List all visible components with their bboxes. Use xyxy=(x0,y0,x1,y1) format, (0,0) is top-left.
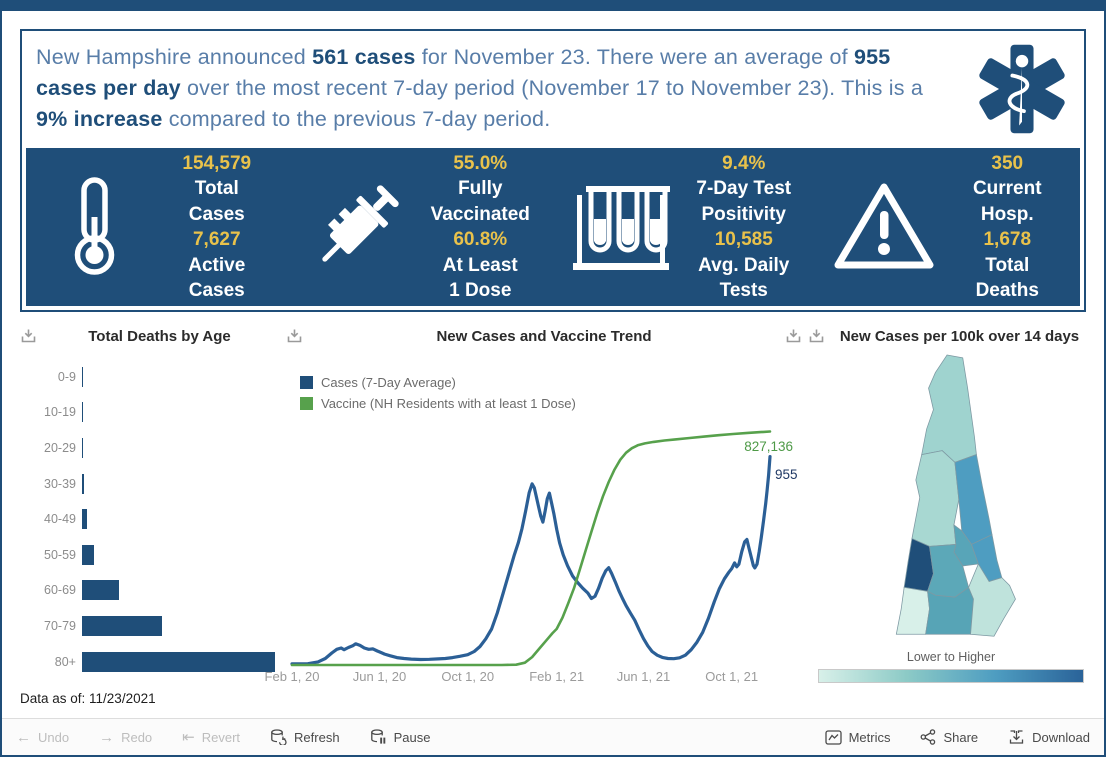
pause-button[interactable]: Pause xyxy=(370,729,430,745)
bottom-toolbar: ← Undo → Redo ⇤ Revert Refresh xyxy=(2,718,1104,755)
county-rockingham[interactable] xyxy=(967,563,1016,637)
bar-row[interactable]: 50-59 xyxy=(20,537,282,573)
stat-value: 9.4% xyxy=(722,152,766,174)
stat-label: Current xyxy=(972,178,1042,199)
bar-row[interactable]: 80+ xyxy=(20,644,282,680)
bar-row[interactable]: 0-9 xyxy=(20,359,282,395)
county-cheshire[interactable] xyxy=(895,586,930,635)
stat-label: Deaths xyxy=(975,280,1039,301)
stat-value: 7,627 xyxy=(192,229,241,250)
stat-label: Cases xyxy=(188,280,245,301)
stat-test-positivity: 9.4% 7-Day Test Positivity 10,585 Avg. D… xyxy=(553,148,817,306)
deaths-bar-chart[interactable]: 0-9 10-19 20-29 30-39 40-49 50-59 60-69 70-79 80… xyxy=(20,359,282,679)
map-legend-label: Lower to Higher xyxy=(906,650,996,664)
stat-total-cases: 154,579 Total Cases 7,627 Active Cases xyxy=(26,148,290,306)
stat-label: Total xyxy=(194,178,239,199)
stat-value: 60.8% xyxy=(453,229,508,250)
stat-value: 154,579 xyxy=(182,152,252,174)
headline-box: New Hampshire announced 561 cases for No… xyxy=(20,29,1086,312)
undo-button[interactable]: ← Undo xyxy=(16,728,70,746)
stat-label: 7-Day Test xyxy=(696,178,792,199)
stat-label: Vaccinated xyxy=(430,203,530,225)
headline-text: New Hampshire announced 561 cases for No… xyxy=(36,45,923,131)
bar-row[interactable]: 30-39 xyxy=(20,466,282,502)
stat-value: 1,678 xyxy=(983,229,1032,250)
download-export-icon[interactable] xyxy=(808,328,825,345)
svg-text:Oct 1, 20: Oct 1, 20 xyxy=(441,669,494,684)
test-tubes-icon xyxy=(562,177,680,277)
map-panel: New Cases per 100k over 14 days Lower to… xyxy=(808,317,1094,706)
warning-triangle-icon xyxy=(825,179,943,275)
county-sullivan[interactable] xyxy=(903,538,934,592)
legend-cases[interactable]: Cases (7-Day Average) xyxy=(300,375,802,390)
stat-hospitalizations: 350 Current Hosp. 1,678 Total Deaths xyxy=(817,148,1081,306)
svg-text:827,136: 827,136 xyxy=(744,439,793,454)
svg-text:Oct 1, 21: Oct 1, 21 xyxy=(705,669,758,684)
county-coos[interactable] xyxy=(920,354,977,463)
download-icon xyxy=(1008,729,1025,745)
revert-button[interactable]: ⇤ Revert xyxy=(182,728,241,746)
stat-value: 55.0% xyxy=(453,152,508,174)
svg-text:955: 955 xyxy=(775,467,798,482)
redo-icon: → xyxy=(99,728,115,746)
download-export-icon[interactable] xyxy=(20,328,37,345)
download-export-icon[interactable] xyxy=(785,328,802,345)
nh-county-map[interactable] xyxy=(859,353,1044,646)
legend-vaccine[interactable]: Vaccine (NH Residents with at least 1 Do… xyxy=(300,396,802,411)
bar-row[interactable]: 10-19 xyxy=(20,395,282,431)
stat-label: Total xyxy=(985,254,1030,276)
trend-panel: New Cases and Vaccine Trend Cases (7-Day… xyxy=(265,317,802,706)
county-grafton[interactable] xyxy=(911,450,959,547)
top-navy-bar xyxy=(2,2,1104,11)
stat-value: 10,585 xyxy=(714,229,773,250)
stat-label: Cases xyxy=(188,203,245,225)
stat-label: At Least xyxy=(442,254,518,276)
syringe-icon xyxy=(298,175,416,279)
star-of-life-icon xyxy=(979,44,1065,134)
revert-icon: ⇤ xyxy=(182,728,195,746)
stat-label: 1 Dose xyxy=(449,280,512,301)
svg-text:Feb 1, 20: Feb 1, 20 xyxy=(265,669,320,684)
stat-label: Avg. Daily xyxy=(698,254,790,276)
bar-row[interactable]: 20-29 xyxy=(20,430,282,466)
share-icon xyxy=(920,729,936,745)
data-as-of-label: Data as of: 11/23/2021 xyxy=(20,691,156,707)
trend-line-chart[interactable]: Feb 1, 20 Jun 1, 20 Oct 1, 20 Feb 1, 21 Jun … xyxy=(265,417,798,689)
share-button[interactable]: Share xyxy=(920,729,978,745)
map-panel-title: New Cases per 100k over 14 days xyxy=(839,327,1080,345)
trend-panel-title: New Cases and Vaccine Trend xyxy=(436,327,652,345)
deaths-panel: Total Deaths by Age 0-9 10-19 20-29 30-39 40… xyxy=(20,317,282,706)
metrics-icon xyxy=(824,729,842,745)
vaccine-swatch xyxy=(300,397,313,410)
bar-row[interactable]: 70-79 xyxy=(20,608,282,644)
metrics-button[interactable]: Metrics xyxy=(824,729,890,745)
dashboard-panels: Total Deaths by Age 0-9 10-19 20-29 30-39 40… xyxy=(2,312,1104,706)
stat-vaccinated: 55.0% Fully Vaccinated 60.8% At Least 1 … xyxy=(290,148,554,306)
stat-label: Positivity xyxy=(701,203,786,225)
svg-text:Jun 1, 21: Jun 1, 21 xyxy=(617,669,671,684)
bar-row[interactable]: 40-49 xyxy=(20,501,282,537)
deaths-panel-title: Total Deaths by Age xyxy=(88,327,231,345)
stat-label: Active xyxy=(188,254,246,276)
undo-icon: ← xyxy=(16,728,31,746)
svg-text:Feb 1, 21: Feb 1, 21 xyxy=(529,669,584,684)
map-gradient-bar xyxy=(818,669,1084,683)
refresh-button[interactable]: Refresh xyxy=(270,729,340,745)
stat-label: Tests xyxy=(719,280,768,301)
stat-value: 350 xyxy=(991,152,1024,174)
stat-label: Hosp. xyxy=(980,203,1034,225)
redo-button[interactable]: → Redo xyxy=(99,728,153,746)
thermometer-icon xyxy=(35,175,153,279)
refresh-database-icon xyxy=(270,729,287,745)
cases-swatch xyxy=(300,376,313,389)
svg-text:Jun 1, 20: Jun 1, 20 xyxy=(353,669,407,684)
stat-label: Fully xyxy=(458,178,503,199)
bar-row[interactable]: 60-69 xyxy=(20,573,282,609)
download-button[interactable]: Download xyxy=(1008,729,1090,745)
trend-legend: Cases (7-Day Average) Vaccine (NH Reside… xyxy=(300,375,802,411)
download-export-icon[interactable] xyxy=(286,328,303,345)
stats-band: 154,579 Total Cases 7,627 Active Cases xyxy=(26,148,1080,306)
pause-database-icon xyxy=(370,729,387,745)
